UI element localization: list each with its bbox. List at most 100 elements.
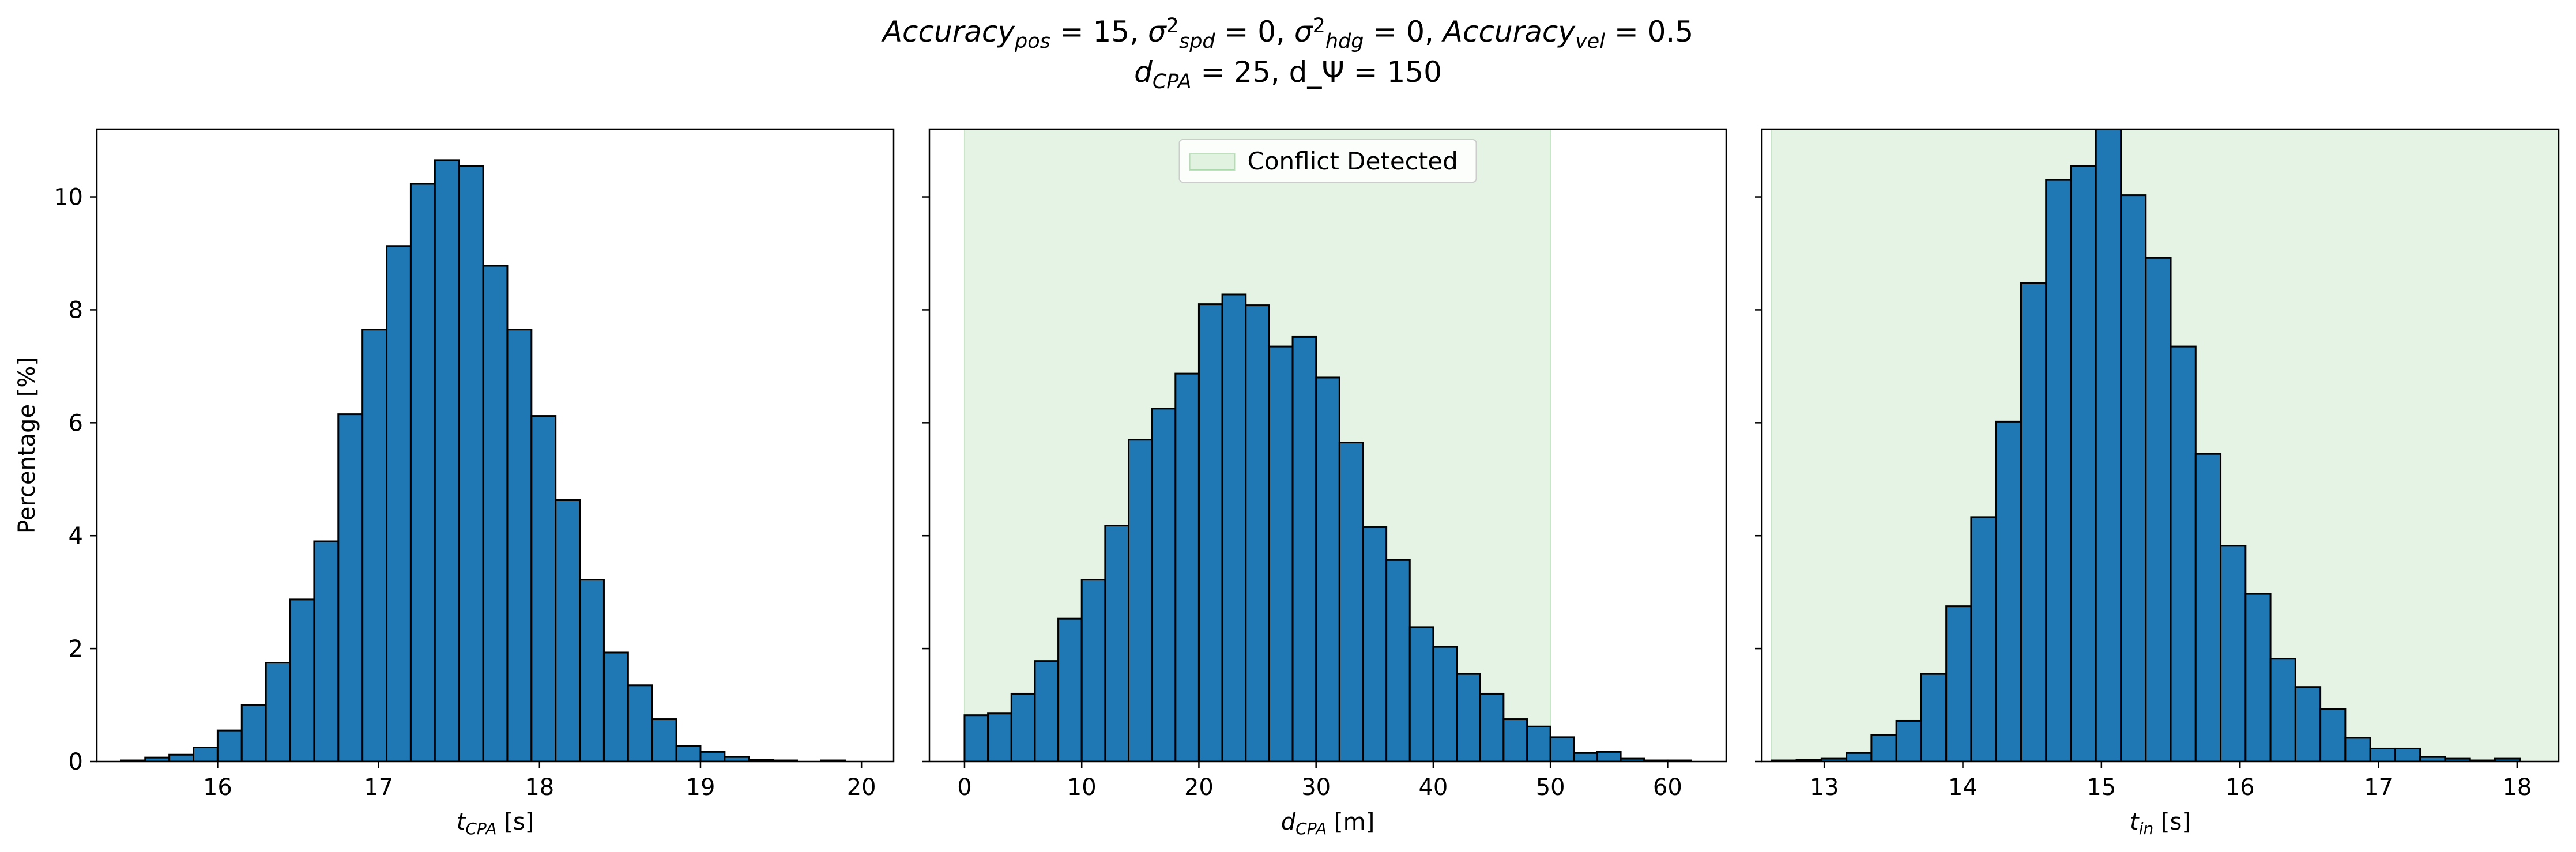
x-axis-label: tCPA [s] [457, 809, 534, 838]
histogram-bar [1432, 646, 1458, 761]
histogram-bar [1945, 605, 1972, 761]
histogram-bar [1057, 617, 1083, 761]
x-tick-label: 14 [1948, 774, 1978, 801]
legend-swatch [1189, 153, 1236, 171]
histogram-bar [963, 714, 989, 761]
histogram-bar [1128, 439, 1153, 761]
histogram-bar [434, 159, 460, 761]
histogram-bar [1870, 734, 1897, 761]
y-tick-label: 8 [69, 297, 83, 323]
figure-title-line-1: Accuracypos = 15, σ2spd = 0, σ2hdg = 0, … [881, 14, 1693, 52]
histogram-bar [555, 499, 581, 761]
histogram-bar [2344, 737, 2371, 761]
histogram-panel-2: 0 10 20 30 40 50 60 dCPA [m] Conflict Detected [922, 128, 1727, 838]
y-tick-label: 2 [69, 636, 83, 662]
histogram-bar [579, 579, 605, 761]
y-tick-label: 10 [54, 184, 83, 211]
axes-frame [1761, 128, 2560, 763]
figure-title-line-2: dCPA = 25, d_Ψ = 150 [1134, 55, 1442, 93]
histogram-bar [1846, 752, 1873, 761]
histogram-bar [289, 598, 315, 761]
x-axis-label: tin [s] [2130, 809, 2191, 838]
x-tick-label: 13 [1810, 774, 1839, 801]
x-tick-label: 16 [203, 774, 232, 801]
histogram-bar [675, 745, 702, 761]
histogram-bar [337, 413, 364, 761]
axes-frame [928, 128, 1727, 763]
histogram-bar [1895, 719, 1922, 761]
histogram-bar [482, 265, 509, 761]
x-tick-label: 18 [525, 774, 554, 801]
histogram-bar [1549, 736, 1575, 761]
x-tick-label: 17 [364, 774, 393, 801]
x-tick-label: 16 [2225, 774, 2255, 801]
histogram-bar [2269, 658, 2296, 761]
histogram-bars [1771, 129, 2521, 761]
histogram-bar [2045, 179, 2072, 761]
histogram-bar [313, 540, 340, 761]
histogram-bar [1362, 526, 1388, 761]
histogram-bar [1970, 516, 1997, 761]
x-tick-label: 50 [1536, 774, 1565, 801]
histogram-bar [2319, 708, 2347, 761]
x-axis-label: dCPA [m] [1281, 809, 1374, 838]
histogram-bar [1596, 751, 1622, 761]
histogram-bar [1408, 626, 1434, 761]
histogram-bar [2394, 747, 2421, 761]
histogram-bar [1104, 525, 1129, 761]
x-tick-label: 30 [1301, 774, 1331, 801]
histogram-bar [1995, 420, 2022, 761]
histogram-bar [1034, 660, 1060, 761]
histogram-bar [1174, 372, 1200, 761]
histogram-bar [361, 329, 388, 761]
histogram-bar [1291, 335, 1317, 761]
axes-frame [96, 128, 895, 763]
legend-box [1178, 139, 1477, 183]
histogram-bar [2244, 593, 2272, 761]
y-tick-label: 6 [69, 410, 83, 436]
histogram-bar [530, 415, 557, 761]
x-tick-label: 60 [1653, 774, 1682, 801]
histogram-bar [602, 651, 629, 761]
histogram-bars [963, 293, 1692, 761]
histogram-bar [1385, 559, 1411, 761]
x-tick-label: 17 [2364, 774, 2393, 801]
histogram-bar [1080, 579, 1106, 761]
histogram-bar [699, 751, 726, 761]
histogram-bar [2070, 165, 2097, 761]
histogram-bar [2294, 686, 2322, 761]
histogram-bar [265, 662, 291, 761]
legend: Conflict Detected [1178, 139, 1477, 183]
histogram-bar [1573, 752, 1598, 761]
x-tick-label: 10 [1067, 774, 1097, 801]
histogram-bar [2170, 345, 2197, 761]
x-tick-label: 0 [957, 774, 971, 801]
histogram-bar [2369, 747, 2396, 761]
x-tick-label: 40 [1418, 774, 1448, 801]
histogram-bar [1151, 408, 1177, 761]
histogram-bar [1315, 376, 1340, 761]
x-tick-label: 20 [847, 774, 876, 801]
histogram-bar [506, 329, 533, 761]
histogram-bar [987, 712, 1012, 761]
histogram-bar [409, 183, 436, 761]
histogram-bar [1268, 345, 1294, 761]
histogram-bar [1920, 673, 1948, 761]
histogram-bar [2145, 257, 2172, 761]
histogram-bar [1502, 718, 1528, 761]
x-tick-label: 20 [1184, 774, 1214, 801]
histogram-bar [1010, 692, 1036, 761]
histogram-bar [216, 729, 243, 761]
histogram-bars [120, 159, 846, 761]
histogram-bar [458, 165, 484, 761]
histogram-bar [2095, 129, 2122, 761]
histogram-bar [240, 704, 267, 761]
panels: 16 17 18 19 20 0 2 4 6 8 10 tCPA [s] Percentage [%] 0… [14, 128, 2560, 838]
y-tick-label: 0 [69, 749, 83, 775]
histogram-bar [2120, 194, 2147, 761]
x-tick-label: 19 [686, 774, 715, 801]
histogram-bar [1456, 673, 1481, 761]
histogram-bar [1338, 442, 1364, 761]
x-tick-label: 18 [2502, 774, 2532, 801]
